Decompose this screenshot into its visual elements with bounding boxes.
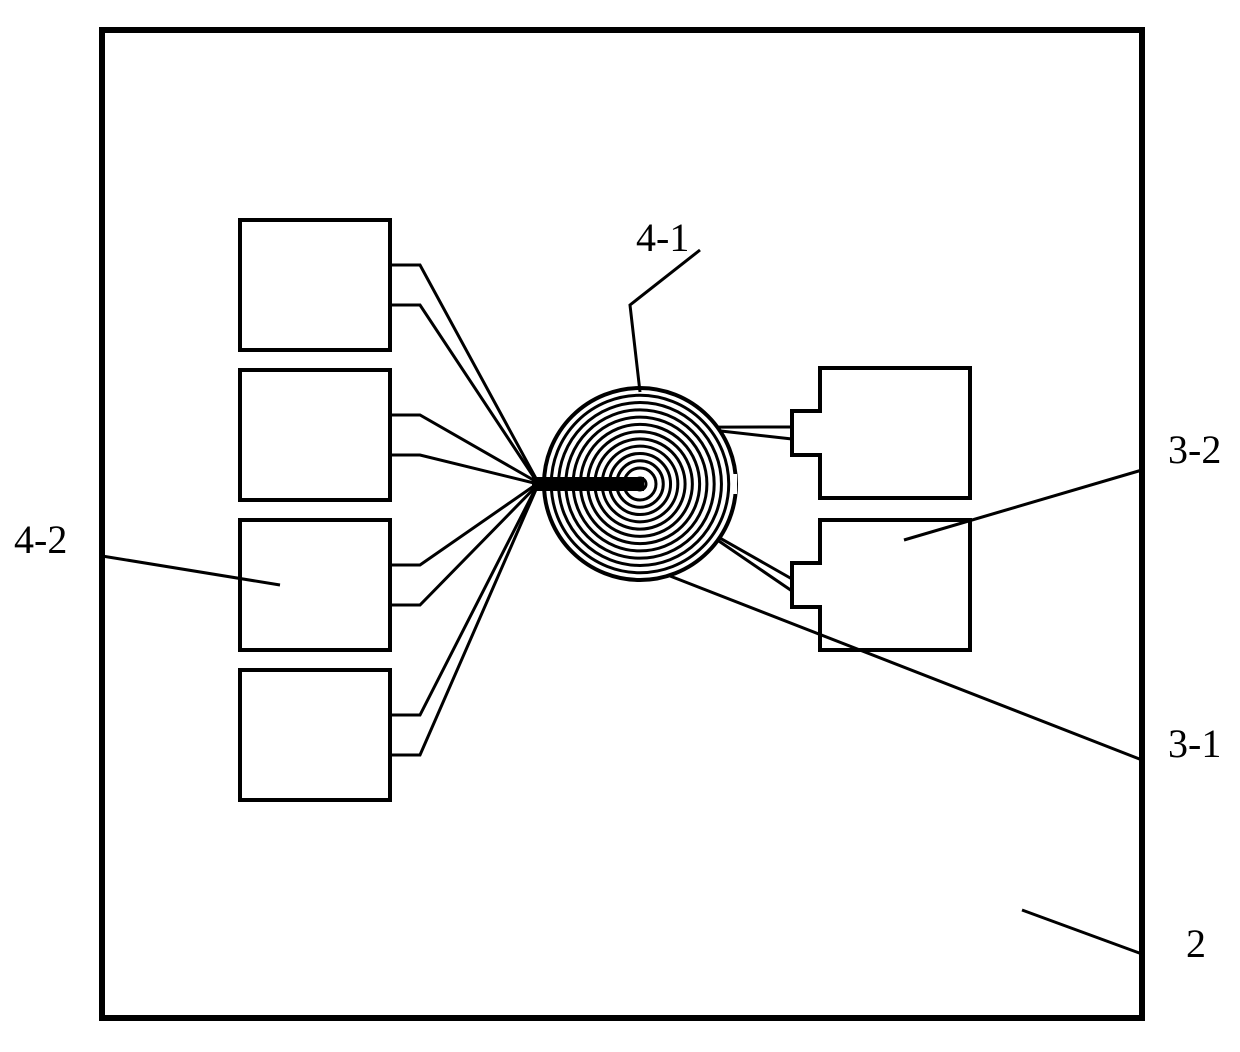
left-pad-0 [240,220,390,350]
left-trace-3-0 [390,488,536,716]
left-pad-2 [240,520,390,650]
label-4-2: 4-2 [14,516,67,563]
right-trace-1-0 [719,537,792,579]
left-pad-array [240,220,390,800]
left-pad-1 [240,370,390,500]
leader-4-2 [102,556,280,585]
right-trace-1-1 [719,541,792,591]
leader-3-2 [904,470,1142,540]
label-3-2: 3-2 [1168,426,1221,473]
right-pad-array [792,368,970,650]
right-trace-0-1 [719,431,792,439]
left-trace-2-1 [390,487,536,606]
left-trace-2-0 [390,485,536,566]
right-pad-0 [792,368,970,498]
callout-leaders [102,250,1142,954]
leader-2 [1022,910,1142,954]
left-pad-3 [240,670,390,800]
label-3-1: 3-1 [1168,720,1221,767]
right-pad-1 [792,520,970,650]
leader-3-1 [670,576,1142,760]
leader-4-1 [630,250,700,392]
diagram-root [0,0,1240,1052]
left-fanout-traces [390,265,536,755]
label-2: 2 [1186,920,1206,967]
label-4-1: 4-1 [636,214,689,261]
